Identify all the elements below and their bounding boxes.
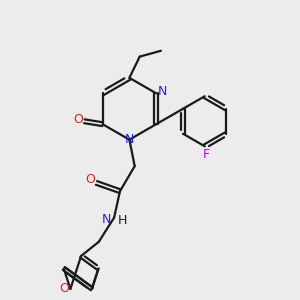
Text: O: O: [85, 173, 95, 187]
Text: O: O: [59, 283, 69, 296]
Text: F: F: [202, 148, 210, 161]
Text: N: N: [125, 133, 134, 146]
Text: N: N: [102, 213, 111, 226]
Text: O: O: [73, 113, 83, 126]
Text: H: H: [117, 214, 127, 227]
Text: N: N: [158, 85, 167, 98]
